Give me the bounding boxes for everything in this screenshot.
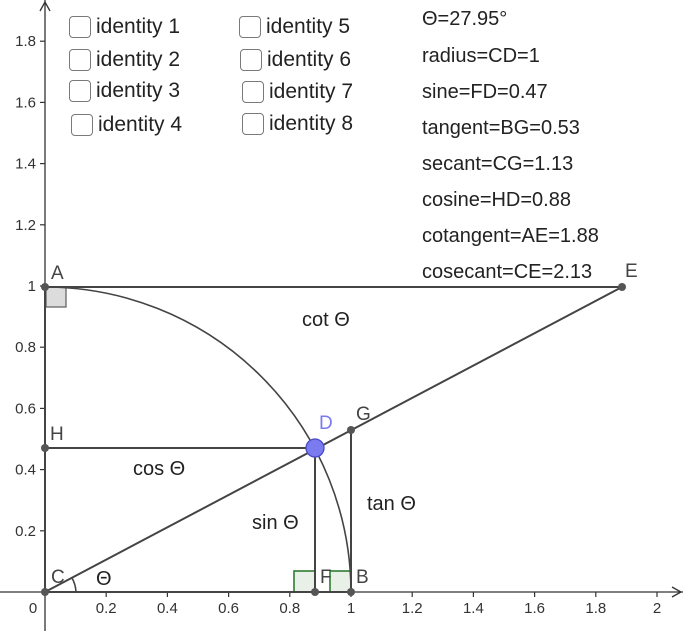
checkbox-box[interactable] bbox=[239, 16, 261, 38]
point-C[interactable] bbox=[41, 588, 49, 596]
x-tick-label: 0 bbox=[29, 600, 37, 617]
readout-secant: secant=CG=1.13 bbox=[422, 153, 574, 175]
y-tick-label: 0.8 bbox=[15, 339, 36, 356]
right-angle-marker-F bbox=[293, 570, 316, 593]
checkbox-identity-2[interactable]: identity 2 bbox=[69, 48, 180, 72]
x-tick-label: 1.6 bbox=[524, 600, 545, 617]
label-C: C bbox=[51, 567, 65, 588]
readout-cosecant: cosecant=CE=2.13 bbox=[422, 261, 593, 283]
x-tick-label: 0.4 bbox=[157, 600, 178, 617]
label-tan: tan Θ bbox=[367, 493, 416, 515]
point-F[interactable] bbox=[311, 588, 319, 596]
x-axis-arrow bbox=[671, 586, 683, 598]
y-tick-label: 1 bbox=[28, 278, 36, 295]
theta-angle-arc bbox=[71, 577, 77, 593]
label-F: F bbox=[320, 567, 332, 588]
checkbox-box[interactable] bbox=[69, 16, 91, 38]
label-G: G bbox=[356, 404, 371, 425]
x-tick-label: 1.2 bbox=[402, 600, 423, 617]
point-B[interactable] bbox=[347, 588, 355, 596]
segment-CE bbox=[44, 286, 623, 593]
checkbox-box[interactable] bbox=[69, 80, 91, 102]
readout-radius: radius=CD=1 bbox=[422, 45, 540, 67]
label-cos: cos Θ bbox=[133, 458, 185, 480]
point-G[interactable] bbox=[347, 426, 355, 434]
checkbox-label: identity 2 bbox=[96, 48, 181, 71]
checkbox-label: identity 3 bbox=[96, 79, 181, 102]
label-sin: sin Θ bbox=[252, 512, 299, 534]
readout-theta: Θ=27.95° bbox=[422, 8, 508, 30]
x-tick-label: 1.4 bbox=[463, 600, 484, 617]
point-H[interactable] bbox=[41, 444, 49, 452]
checkbox-label: identity 8 bbox=[269, 112, 354, 135]
checkbox-identity-7[interactable]: identity 7 bbox=[242, 80, 353, 104]
readout-sine: sine=FD=0.47 bbox=[422, 81, 548, 103]
readout-tangent: tangent=BG=0.53 bbox=[422, 117, 580, 139]
checkbox-identity-5[interactable]: identity 5 bbox=[239, 15, 350, 39]
label-H: H bbox=[50, 424, 64, 445]
point-D[interactable] bbox=[305, 438, 325, 458]
readout-cosine: cosine=HD=0.88 bbox=[422, 189, 571, 211]
x-tick-label: 1.8 bbox=[585, 600, 606, 617]
checkbox-box[interactable] bbox=[69, 49, 91, 71]
x-tick-label: 2 bbox=[653, 600, 661, 617]
checkbox-identity-1[interactable]: identity 1 bbox=[69, 15, 180, 39]
checkbox-identity-3[interactable]: identity 3 bbox=[69, 79, 180, 103]
checkbox-label: identity 6 bbox=[267, 48, 352, 71]
unit-arc bbox=[44, 286, 352, 593]
y-axis-arrow bbox=[39, 0, 51, 12]
right-angle-marker-A bbox=[45, 286, 67, 308]
y-tick-label: 0.2 bbox=[15, 523, 36, 540]
y-tick-label: 1.8 bbox=[15, 33, 36, 50]
right-angle-marker-B bbox=[329, 570, 352, 593]
point-A[interactable] bbox=[41, 283, 49, 291]
checkbox-box[interactable] bbox=[242, 81, 264, 103]
label-D: D bbox=[319, 413, 333, 434]
checkbox-box[interactable] bbox=[242, 113, 264, 135]
y-tick-label: 1.6 bbox=[15, 94, 36, 111]
y-tick-label: 1.4 bbox=[15, 156, 36, 173]
x-tick-label: 0.6 bbox=[218, 600, 239, 617]
checkbox-label: identity 1 bbox=[96, 15, 181, 38]
checkbox-box[interactable] bbox=[71, 114, 93, 136]
checkbox-identity-4[interactable]: identity 4 bbox=[71, 113, 182, 137]
checkbox-label: identity 5 bbox=[266, 15, 351, 38]
y-tick-label: 0.4 bbox=[15, 462, 36, 479]
readout-cotangent: cotangent=AE=1.88 bbox=[422, 225, 599, 247]
label-E: E bbox=[625, 261, 638, 282]
y-tick-label: 1.2 bbox=[15, 217, 36, 234]
label-B: B bbox=[356, 567, 369, 588]
y-tick-label: 0.6 bbox=[15, 400, 36, 417]
checkbox-identity-8[interactable]: identity 8 bbox=[242, 112, 353, 136]
label-theta: Θ bbox=[96, 568, 112, 590]
x-tick-label: 1 bbox=[347, 600, 355, 617]
checkbox-identity-6[interactable]: identity 6 bbox=[240, 48, 351, 72]
checkbox-label: identity 7 bbox=[269, 80, 354, 103]
x-tick-label: 0.8 bbox=[279, 600, 300, 617]
point-E[interactable] bbox=[618, 283, 626, 291]
x-tick-label: 0.2 bbox=[96, 600, 117, 617]
label-A: A bbox=[51, 263, 64, 284]
label-cot: cot Θ bbox=[302, 309, 350, 331]
checkbox-label: identity 4 bbox=[98, 113, 183, 136]
checkbox-box[interactable] bbox=[240, 49, 262, 71]
